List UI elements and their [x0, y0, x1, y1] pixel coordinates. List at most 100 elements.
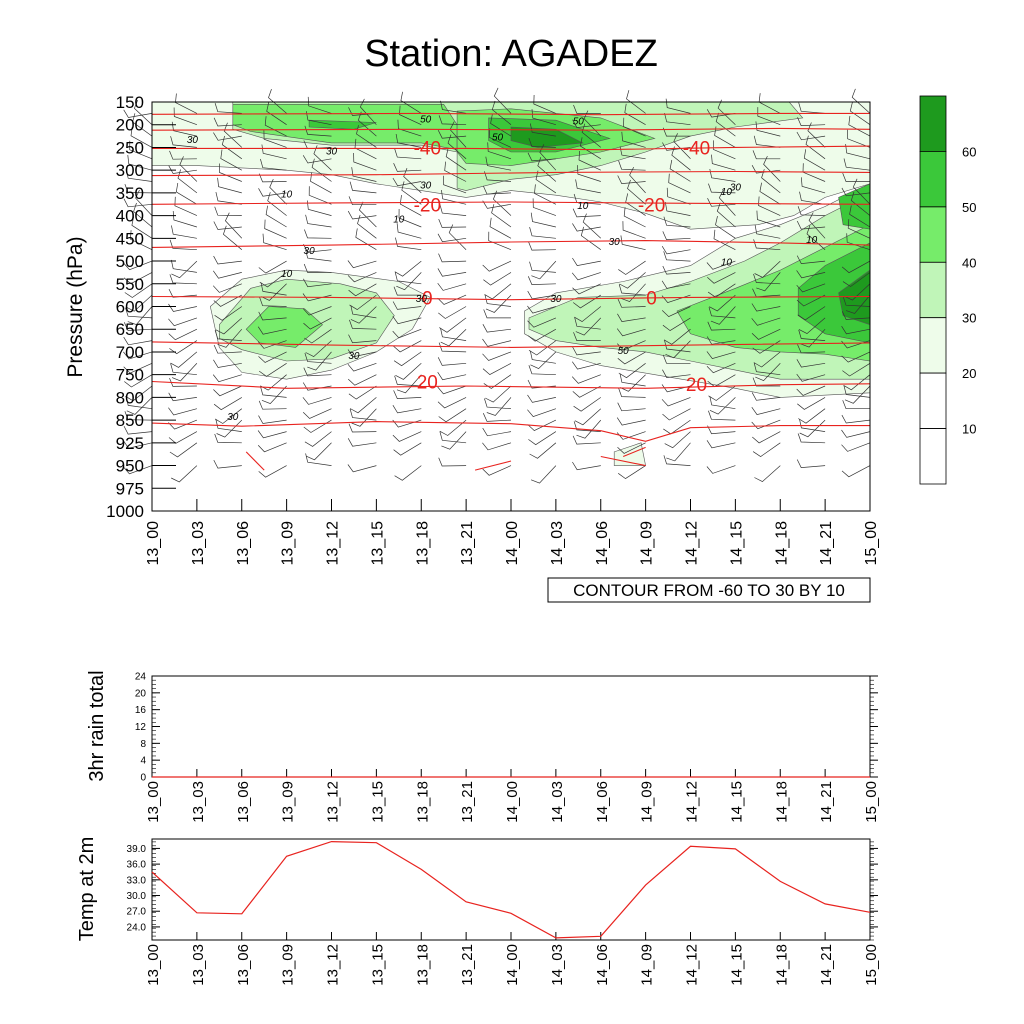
wind-barb: [797, 117, 826, 126]
x-tick-label: 14_09: [639, 944, 656, 986]
time-tick-label: 14_09: [639, 521, 656, 566]
wind-barb: [347, 464, 377, 473]
wind-speed-contour-label: 10: [577, 201, 589, 212]
wind-barb: [308, 186, 332, 205]
wind-barb: [489, 217, 512, 239]
wind-barb: [530, 351, 557, 370]
shade-60-upper: [510, 126, 584, 148]
wind-barb: [170, 363, 197, 376]
wind-barb: [846, 233, 871, 251]
wind-barb: [355, 228, 377, 250]
wind-barb: [843, 374, 871, 391]
wind-speed-contour-label: 30: [416, 294, 428, 305]
wind-barb: [712, 140, 736, 160]
wind-barb: [135, 189, 153, 216]
wind-barb: [527, 394, 556, 403]
wind-barb: [752, 340, 781, 354]
pressure-tick-label: 800: [116, 388, 144, 407]
wind-barb: [751, 328, 781, 340]
wind-barb: [482, 362, 512, 376]
wind-speed-contour-label: 10: [393, 214, 405, 225]
wind-barb: [529, 442, 557, 459]
wind-barb: [123, 198, 153, 208]
wind-barb: [798, 329, 826, 341]
wind-barb: [796, 255, 826, 264]
temp-plot-frame: [151, 838, 871, 941]
wind-barb: [397, 119, 422, 137]
wind-speed-shading: [151, 101, 871, 466]
wind-barb: [663, 251, 691, 262]
wind-barb: [806, 225, 826, 250]
wind-barb: [529, 350, 556, 364]
time-tick-label: 13_03: [190, 521, 207, 566]
wind-barb: [213, 385, 242, 397]
wind-barb: [437, 294, 467, 305]
wind-barb: [349, 408, 377, 421]
wind-barb: [755, 121, 781, 137]
wind-barb: [488, 231, 512, 251]
wind-barb: [172, 210, 198, 228]
wind-barb: [169, 442, 198, 458]
wind-barb: [215, 419, 242, 432]
pressure-tick-label: 150: [116, 93, 144, 112]
wind-barb: [483, 272, 512, 286]
wind-barb: [123, 351, 153, 360]
wind-barb: [799, 419, 826, 432]
colorbar-label: 30: [962, 311, 976, 326]
colorbar-box: [919, 206, 947, 263]
wind-barb: [258, 415, 287, 424]
wind-barb: [347, 362, 377, 372]
wind-barb: [400, 91, 422, 114]
wind-barb: [759, 182, 781, 205]
x-tick-label: 13_21: [459, 781, 476, 823]
wind-barb: [618, 284, 646, 296]
wind-speed-contour-label: 10: [721, 258, 733, 269]
wind-barb: [617, 175, 646, 184]
wind-barb: [673, 133, 691, 160]
wind-barb: [305, 340, 332, 358]
wind-barb: [311, 158, 332, 182]
wind-barb: [841, 429, 871, 438]
wind-barb: [619, 373, 646, 387]
wind-barb: [303, 278, 332, 288]
wind-barb: [169, 340, 198, 355]
wind-barb: [797, 306, 826, 321]
wind-barb: [214, 408, 243, 424]
wind-speed-contour-label: 30: [550, 294, 562, 305]
wind-barb: [168, 392, 197, 402]
wind-barb: [621, 131, 646, 148]
wind-barb: [580, 226, 602, 250]
wind-barb: [259, 272, 287, 288]
wind-barb: [796, 220, 826, 230]
wind-barb: [492, 190, 512, 216]
wind-barb: [662, 231, 691, 240]
wind-barb: [534, 184, 557, 205]
temperature-contour-line: [152, 145, 871, 151]
wind-barb: [841, 260, 871, 274]
wind-barb: [125, 396, 153, 410]
wind-barb: [663, 216, 691, 228]
wind-barb: [356, 125, 377, 148]
wind-barb: [575, 179, 601, 194]
wind-barb: [527, 328, 557, 342]
wind-barb: [851, 88, 871, 114]
wind-barb: [220, 149, 242, 171]
pressure-tick-label: 550: [116, 275, 144, 294]
wind-barb: [575, 317, 602, 336]
wind-barb: [123, 109, 153, 118]
wind-barb: [671, 146, 691, 171]
wind-barb: [394, 260, 422, 277]
wind-barb: [716, 202, 736, 228]
wind-barb: [392, 177, 422, 187]
wind-barb: [438, 408, 467, 423]
wind-speed-contour-label: 10: [806, 235, 818, 246]
wind-barb: [258, 351, 287, 363]
wind-barb: [303, 419, 332, 433]
wind-barb: [130, 230, 153, 251]
time-tick-label: 13_21: [459, 521, 476, 566]
wind-barb: [482, 465, 512, 476]
wind-barb: [304, 328, 332, 344]
wind-barb: [850, 191, 871, 216]
wind-barb: [758, 196, 781, 216]
wind-barb: [260, 386, 287, 398]
